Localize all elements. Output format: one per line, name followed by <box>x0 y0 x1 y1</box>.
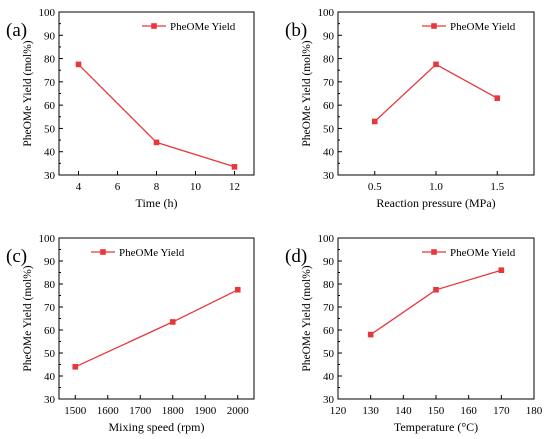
y-axis-label: PheOMe Yield (mol%) <box>22 40 34 146</box>
x-tick-label: 120 <box>330 405 347 417</box>
y-tick-label: 80 <box>323 54 335 66</box>
y-tick-label: 70 <box>323 302 335 314</box>
x-axis-label: Mixing speed (rpm) <box>109 420 205 434</box>
x-tick-label: 1700 <box>129 405 152 417</box>
data-point <box>367 331 374 338</box>
data-point <box>433 61 439 68</box>
x-tick-label: 1800 <box>162 405 185 417</box>
x-tick-label: 1.0 <box>429 181 443 193</box>
x-tick-label: 2000 <box>227 405 250 417</box>
data-point <box>153 139 160 146</box>
y-tick-label: 50 <box>44 123 56 135</box>
y-axis-label: PheOMe Yield (mol%) <box>301 40 313 146</box>
y-tick-label: 60 <box>44 325 56 337</box>
y-tick-label: 90 <box>44 256 56 268</box>
y-tick-label: 50 <box>44 348 56 360</box>
data-point <box>169 319 176 325</box>
x-tick-label: 1600 <box>97 405 120 417</box>
y-tick-label: 40 <box>44 147 56 159</box>
chart-panel-a: (a) 30 40 50 60 70 80 90 100 4 6 8 10 12 Time (h) PheOM… <box>6 7 255 210</box>
panel-label: (c) <box>6 246 27 267</box>
plot-frame <box>337 11 535 176</box>
data-point <box>433 286 439 293</box>
x-tick-label: 1500 <box>64 405 87 417</box>
x-tick-label: 150 <box>428 405 445 417</box>
legend-label: PheOMe Yield <box>450 21 516 33</box>
x-tick-label: 1.5 <box>490 181 504 193</box>
chart-panel-b: (b) 30 40 50 60 70 80 90 100 0.5 1.0 1.5 Reaction pr… <box>285 7 535 210</box>
data-point <box>72 364 79 370</box>
y-axis-label: PheOMe Yield (mol%) <box>22 265 34 371</box>
y-tick-label: 60 <box>323 100 335 112</box>
data-point <box>231 164 238 170</box>
x-tick-label: 8 <box>154 181 160 193</box>
y-tick-label: 70 <box>44 302 56 314</box>
y-tick-label: 40 <box>44 371 56 383</box>
y-tick-label: 60 <box>323 325 335 337</box>
y-tick-label: 90 <box>323 256 335 268</box>
x-tick-label: 180 <box>526 405 543 417</box>
x-tick-label: 12 <box>229 181 240 193</box>
y-tick-label: 90 <box>323 30 335 42</box>
legend-label: PheOMe Yield <box>450 247 516 259</box>
y-tick-label: 30 <box>44 394 56 406</box>
x-tick-label: 10 <box>190 181 202 193</box>
y-tick-label: 100 <box>39 7 56 19</box>
y-tick-label: 50 <box>323 348 335 360</box>
data-point <box>371 118 378 125</box>
y-tick-label: 40 <box>323 371 335 383</box>
y-tick-label: 30 <box>323 394 335 406</box>
series-line <box>374 63 498 122</box>
y-tick-label: 80 <box>323 279 335 291</box>
y-tick-label: 80 <box>44 279 56 291</box>
chart-panel-d: (d) 30 40 50 60 70 80 90 100 120 130 140 150 160 170 18… <box>285 233 543 434</box>
legend-marker <box>100 249 106 255</box>
plot-frame <box>337 237 535 400</box>
y-tick-label: 80 <box>44 54 56 66</box>
data-point <box>75 61 82 68</box>
x-tick-label: 160 <box>460 405 477 417</box>
y-tick-label: 70 <box>323 77 335 89</box>
legend-marker <box>151 23 157 29</box>
legend-label: PheOMe Yield <box>119 247 185 259</box>
x-tick-label: 1900 <box>194 405 217 417</box>
chart-panel-c: (c) 30 40 50 60 70 80 90 100 1500 1600 1700 1800 1900… <box>6 233 255 434</box>
y-tick-label: 70 <box>44 77 56 89</box>
panel-label: (b) <box>285 20 307 41</box>
x-axis-label: Reaction pressure (MPa) <box>376 196 495 210</box>
y-tick-label: 30 <box>323 170 335 182</box>
y-tick-label: 90 <box>44 30 56 42</box>
series-line <box>75 289 239 368</box>
plot-frame <box>58 237 255 400</box>
x-tick-label: 170 <box>493 405 510 417</box>
x-tick-label: 130 <box>362 405 379 417</box>
x-tick-label: 6 <box>115 181 121 193</box>
y-axis-label: PheOMe Yield (mol%) <box>301 265 313 371</box>
x-axis-label: Temperature (°C) <box>394 420 478 434</box>
y-tick-label: 50 <box>323 123 335 135</box>
data-point <box>494 95 501 101</box>
y-tick-label: 100 <box>318 7 335 19</box>
legend-marker <box>431 23 437 29</box>
x-tick-label: 140 <box>395 405 412 417</box>
y-tick-label: 100 <box>39 233 56 245</box>
legend-marker <box>431 249 437 255</box>
series-line <box>370 269 502 336</box>
y-tick-label: 100 <box>318 233 335 245</box>
panel-label: (d) <box>285 246 307 267</box>
plot-frame <box>58 11 255 176</box>
panel-label: (a) <box>6 20 27 41</box>
x-tick-label: 4 <box>76 181 82 193</box>
y-tick-label: 60 <box>44 100 56 112</box>
series-line <box>78 63 235 168</box>
y-tick-label: 30 <box>44 170 56 182</box>
x-axis-label: Time (h) <box>136 196 178 210</box>
y-tick-label: 40 <box>323 147 335 159</box>
x-tick-label: 0.5 <box>368 181 382 193</box>
legend-label: PheOMe Yield <box>170 21 236 33</box>
data-point <box>234 286 241 293</box>
data-point <box>498 267 505 273</box>
